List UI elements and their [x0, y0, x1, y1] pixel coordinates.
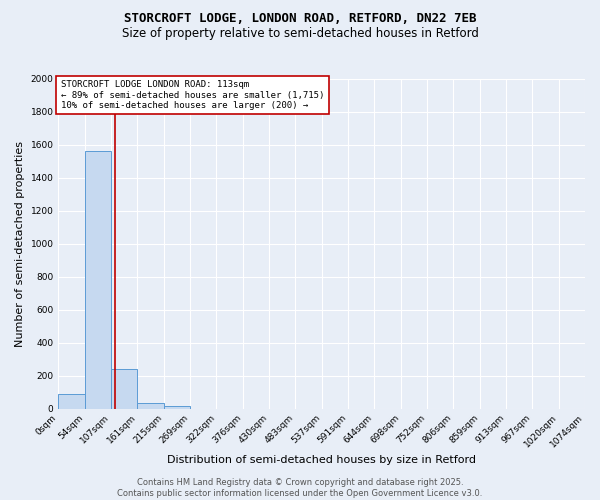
X-axis label: Distribution of semi-detached houses by size in Retford: Distribution of semi-detached houses by … [167, 455, 476, 465]
Text: STORCROFT LODGE, LONDON ROAD, RETFORD, DN22 7EB: STORCROFT LODGE, LONDON ROAD, RETFORD, D… [124, 12, 476, 26]
Bar [58, 394, 85, 408]
Y-axis label: Number of semi-detached properties: Number of semi-detached properties [15, 140, 25, 346]
Bar [85, 151, 111, 408]
Text: STORCROFT LODGE LONDON ROAD: 113sqm
← 89% of semi-detached houses are smaller (1: STORCROFT LODGE LONDON ROAD: 113sqm ← 89… [61, 80, 324, 110]
Bar [111, 369, 137, 408]
Bar [137, 402, 164, 408]
Text: Contains HM Land Registry data © Crown copyright and database right 2025.
Contai: Contains HM Land Registry data © Crown c… [118, 478, 482, 498]
Text: Size of property relative to semi-detached houses in Retford: Size of property relative to semi-detach… [122, 28, 478, 40]
Bar [164, 406, 190, 408]
